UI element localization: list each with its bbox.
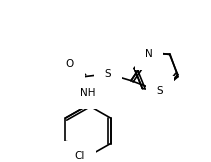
Text: S: S [105,69,111,79]
Text: N: N [145,49,153,59]
Text: S: S [157,87,163,96]
Text: O: O [66,59,74,69]
Text: NH: NH [80,88,96,98]
Text: Cl: Cl [75,151,85,161]
